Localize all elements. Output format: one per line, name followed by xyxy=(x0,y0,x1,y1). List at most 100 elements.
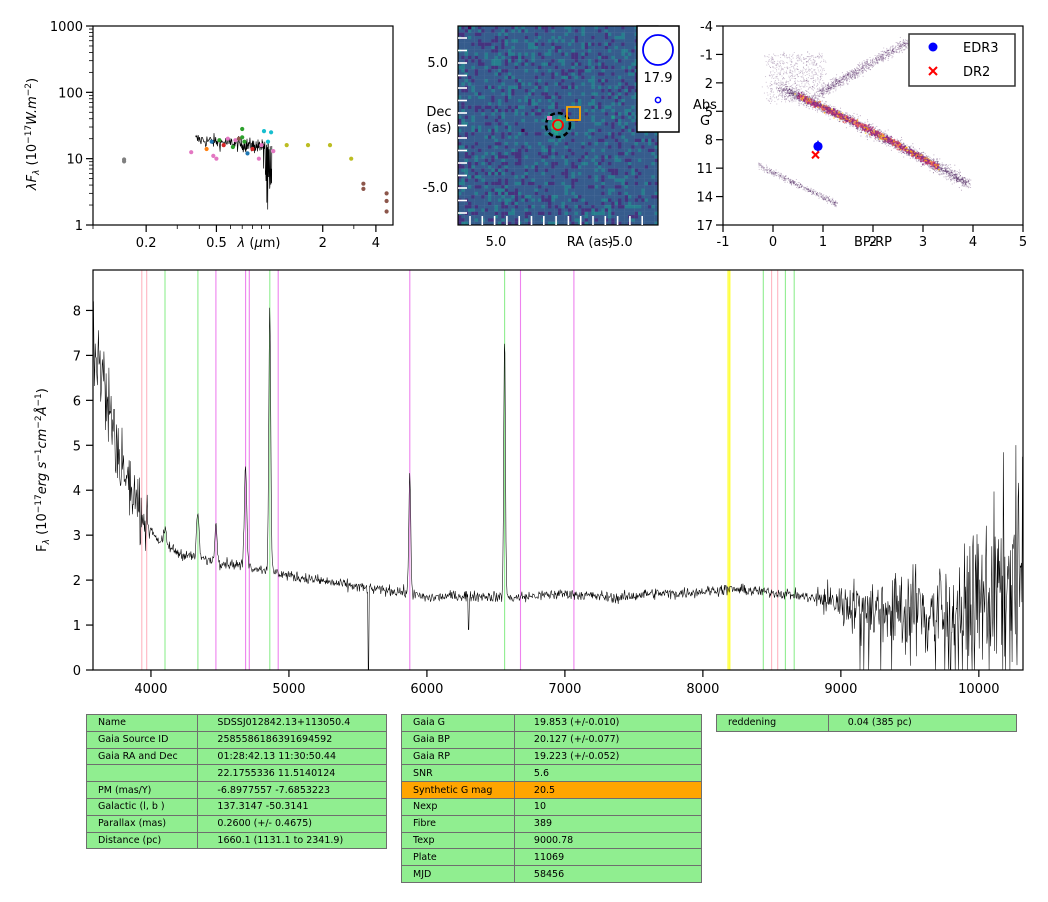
table-key-cell: Gaia BP xyxy=(401,730,515,749)
hr-marks xyxy=(811,140,823,160)
hr-xtick-label: 5 xyxy=(1019,235,1027,250)
sed-point xyxy=(265,139,271,144)
hr-xtick-label: 3 xyxy=(919,235,927,250)
table-key-cell: Texp xyxy=(401,831,515,850)
image-ylabel-as: (as) xyxy=(427,121,452,136)
table-row: Gaia BP 20.127 (+/-0.077) xyxy=(401,730,703,749)
table-value-cell: 0.2600 (+/- 0.4675) xyxy=(197,814,387,833)
legend-dr2-marker xyxy=(928,66,938,76)
table-row: Texp 9000.78 xyxy=(401,831,703,850)
image-ylabel-dec: Dec xyxy=(426,105,451,120)
table-key-cell: Gaia Source ID xyxy=(85,730,199,749)
spectrum-ytick-label: 0 xyxy=(73,664,81,679)
spectrum-ytick-label: 8 xyxy=(73,304,81,319)
hr-xtick-label: 4 xyxy=(969,235,977,250)
table-row: Plate 11069 xyxy=(401,848,703,867)
hr-xtick-label: 1 xyxy=(819,235,827,250)
sed-ytick-label: 100 xyxy=(58,86,83,101)
table-row: reddening 0.04 (385 pc) xyxy=(716,714,1018,732)
table-value-cell: 20.5 xyxy=(513,781,703,799)
table-row: Distance (pc) 1660.1 (1131.1 to 2341.9) xyxy=(85,831,387,850)
table-row: Synthetic G mag 20.5 xyxy=(401,781,703,799)
sed-marks xyxy=(122,126,389,214)
image-xlabel: RA (as) xyxy=(567,235,613,250)
table-key-cell: Gaia RA and Dec xyxy=(85,747,199,766)
sed-point xyxy=(361,186,366,191)
spectrum-line xyxy=(92,301,1024,671)
spectrum-xtick-label: 9000 xyxy=(824,682,857,697)
sed-xtick-label: 4 xyxy=(372,236,380,251)
hr-ytick-label: -4 xyxy=(700,20,713,35)
table-value-cell: 01:28:42.13 11:30:50.44 xyxy=(197,747,387,766)
spectrum-xtick-label: 7000 xyxy=(548,682,581,697)
image-ticks xyxy=(458,37,644,225)
sed-point xyxy=(361,181,366,186)
spectrum-ytick-label: 4 xyxy=(73,484,81,499)
edr3-point xyxy=(813,141,823,151)
photometry-table: Gaia G 19.853 (+/-0.010) Gaia BP 20.127 (+/… xyxy=(401,714,703,883)
table-row: Gaia RP 19.223 (+/-0.052) xyxy=(401,747,703,766)
sed-point xyxy=(327,143,333,148)
sed-point xyxy=(209,139,214,144)
sed-point xyxy=(305,143,311,148)
table-row: SNR 5.6 xyxy=(401,764,703,783)
table-value-cell: 1660.1 (1131.1 to 2341.9) xyxy=(197,831,387,850)
table-value-cell: 9000.78 xyxy=(513,831,703,850)
sed-point xyxy=(250,146,255,152)
table-key-cell: Galactic (l, b ) xyxy=(85,797,199,816)
table-row: Fibre 389 xyxy=(401,814,703,833)
image-xtick-label: 5.0 xyxy=(486,235,507,250)
table-row: Galactic (l, b ) 137.3147 -50.3141 xyxy=(85,797,387,816)
table-key-cell: Distance (pc) xyxy=(85,831,199,850)
table-value-cell: 0.04 (385 pc) xyxy=(827,714,1018,732)
hr-xtick-label: 0 xyxy=(769,235,777,250)
legend-faint-mag: 21.9 xyxy=(644,108,673,123)
sed-point xyxy=(233,138,238,143)
sed-point xyxy=(245,151,250,156)
legend-edr3-label: EDR3 xyxy=(963,41,999,56)
sed-point xyxy=(221,143,226,148)
table-value-cell: SDSSJ012842.13+113050.4 xyxy=(197,714,387,732)
hr-ytick-label: 11 xyxy=(696,162,713,177)
table-value-cell: 19.853 (+/-0.010) xyxy=(513,714,703,732)
spectrum-ytick-label: 5 xyxy=(73,439,81,454)
image-ytick-label: -5.0 xyxy=(423,181,448,196)
table-key-cell: Synthetic G mag xyxy=(401,781,515,799)
spectrum-reference-lines xyxy=(141,270,795,670)
spectrum-panel: 4000 5000 6000 7000 8000 9000 10000 0 1 2 3 4 5 6 7 8 F… xyxy=(34,269,1024,697)
sed-xtick-label: 0.5 xyxy=(206,236,227,251)
table-row: Gaia RA and Dec 01:28:42.13 11:30:50.44 xyxy=(85,747,387,766)
sed-panel: 1 10 100 1000 0.2 0.5 2 4 λ (μm) λFλ (10−17W.m−… xyxy=(24,20,394,251)
table-row: Nexp 10 xyxy=(401,797,703,816)
sed-point xyxy=(242,139,247,144)
target-position-marker xyxy=(552,119,564,131)
sed-point xyxy=(122,157,127,162)
spectrum-xtick-label: 4000 xyxy=(134,682,167,697)
table-value-cell: 58456 xyxy=(513,865,703,883)
table-key-cell: Fibre xyxy=(401,814,515,833)
sed-ytick-label: 10 xyxy=(66,153,83,168)
hr-ytick-label: 8 xyxy=(705,134,713,149)
hr-axes: -1 0 1 2 3 4 5 -4 -1 2 5 8 11 14 17 xyxy=(696,20,1027,250)
sed-point xyxy=(384,198,389,204)
table-value-cell: 137.3147 -50.3141 xyxy=(197,797,387,816)
spectrum-ytick-label: 1 xyxy=(73,619,81,634)
sed-xlabel: λ (μm) xyxy=(237,236,281,251)
table-value-cell: 2585586186391694592 xyxy=(197,730,387,749)
hr-panel: -1 0 1 2 3 4 5 -4 -1 2 5 8 11 14 17 BP-RP Abs G EDR3 D… xyxy=(693,20,1027,250)
sed-point xyxy=(384,191,389,196)
table-value-cell: 10 xyxy=(513,797,703,816)
sed-point xyxy=(349,156,354,161)
hr-legend: EDR3 DR2 xyxy=(908,33,1016,87)
sed-point xyxy=(214,156,219,161)
table-key-cell: Plate xyxy=(401,848,515,867)
extinction-table: reddening 0.04 (385 pc) xyxy=(716,714,1018,732)
table-value-cell: 19.223 (+/-0.052) xyxy=(513,747,703,766)
spectrum-marks xyxy=(92,301,1024,671)
table-key-cell: Nexp xyxy=(401,797,515,816)
table-row: Name SDSSJ012842.13+113050.4 xyxy=(85,714,387,732)
legend-bright-circle xyxy=(642,34,674,66)
table-value-cell: 20.127 (+/-0.077) xyxy=(513,730,703,749)
table-value-cell: 5.6 xyxy=(513,764,703,783)
legend-bright-mag: 17.9 xyxy=(644,71,673,86)
